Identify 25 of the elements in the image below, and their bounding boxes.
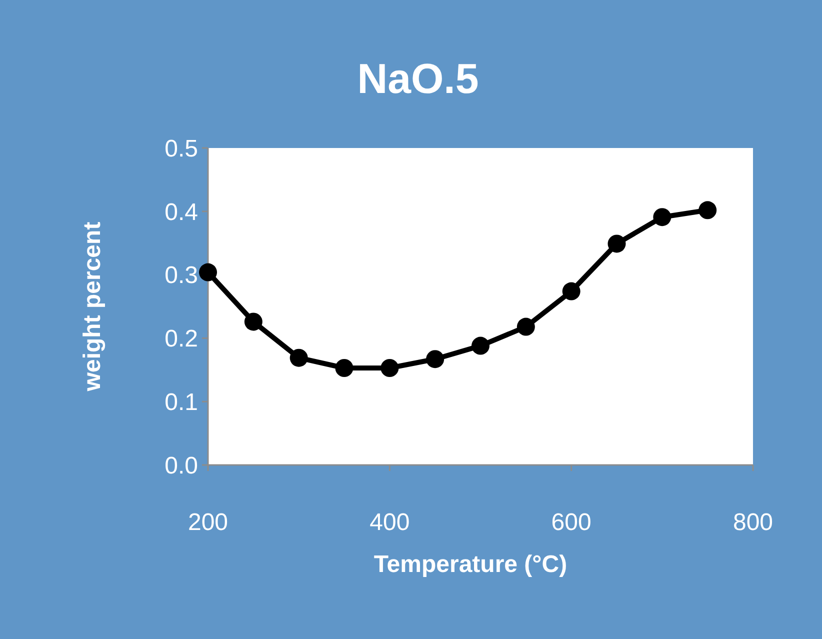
chart-title: NaO.5 <box>357 55 479 102</box>
x-tick-label: 600 <box>551 509 592 536</box>
point <box>653 208 672 226</box>
y-axis-title: weight percent <box>79 222 106 392</box>
y-tick-label: 0.4 <box>164 198 198 226</box>
point <box>380 359 399 377</box>
x-tick-label: 800 <box>732 509 774 536</box>
point <box>426 350 444 368</box>
x-tick-label: 400 <box>370 509 410 536</box>
y-tick-label: 0.5 <box>164 135 198 162</box>
point <box>472 336 490 355</box>
point <box>608 234 626 253</box>
y-tick-label: 0.3 <box>164 262 198 290</box>
point <box>290 348 308 367</box>
point <box>562 282 580 300</box>
y-tick-label: 0.2 <box>164 326 198 353</box>
y-tick-label: 0.0 <box>164 452 198 480</box>
point <box>516 318 535 336</box>
point <box>335 359 354 377</box>
point <box>698 201 717 220</box>
x-axis-title: Temperature (°C) <box>374 551 568 578</box>
point <box>244 312 262 331</box>
x-tick-label: 200 <box>188 509 228 536</box>
point <box>199 263 217 282</box>
y-tick-label: 0.1 <box>164 389 198 416</box>
